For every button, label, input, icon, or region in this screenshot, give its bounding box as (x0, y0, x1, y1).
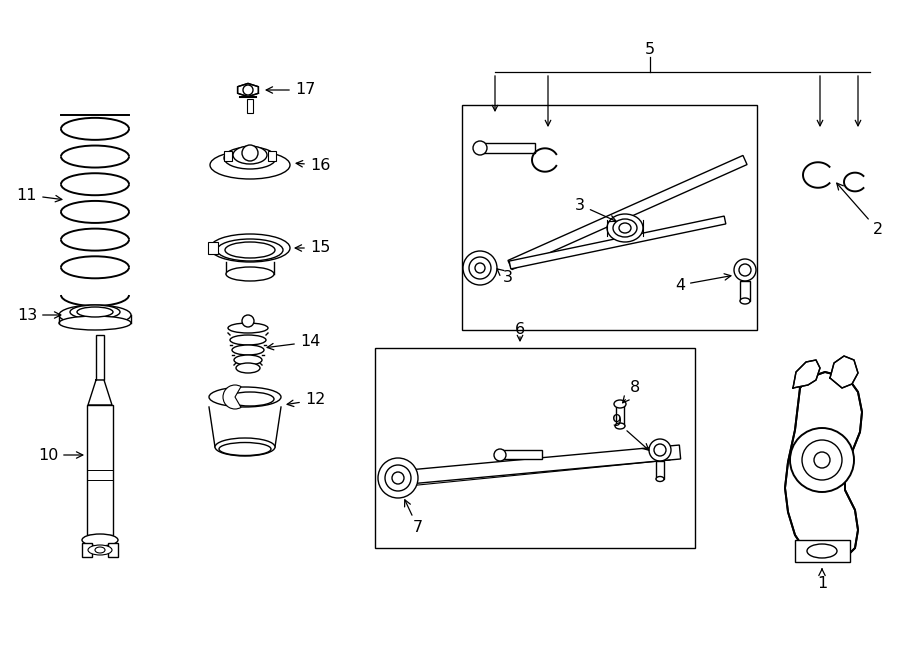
Ellipse shape (233, 146, 267, 164)
Ellipse shape (77, 307, 113, 317)
Ellipse shape (392, 472, 404, 484)
Ellipse shape (224, 147, 276, 169)
Text: 8: 8 (623, 381, 640, 403)
Text: 15: 15 (295, 241, 330, 256)
Text: 11: 11 (17, 188, 62, 202)
Ellipse shape (88, 545, 112, 555)
Text: 2: 2 (837, 183, 883, 237)
Text: 12: 12 (287, 393, 325, 407)
Bar (224, 151, 232, 161)
Text: 1: 1 (817, 569, 827, 590)
Ellipse shape (607, 214, 643, 242)
Bar (108, 543, 118, 557)
Bar (268, 151, 276, 161)
Polygon shape (238, 83, 258, 97)
Ellipse shape (209, 387, 281, 407)
Text: 7: 7 (405, 500, 423, 535)
Text: 3: 3 (575, 198, 616, 221)
Ellipse shape (234, 355, 262, 365)
Bar (82, 543, 92, 557)
Ellipse shape (210, 151, 290, 179)
Ellipse shape (654, 444, 666, 456)
Polygon shape (509, 216, 725, 269)
Bar (247, 99, 253, 113)
Bar (208, 242, 218, 254)
Ellipse shape (59, 305, 131, 325)
Ellipse shape (70, 305, 120, 319)
Text: 5: 5 (645, 42, 655, 58)
Ellipse shape (613, 219, 637, 237)
Ellipse shape (230, 335, 266, 345)
Circle shape (802, 440, 842, 480)
Ellipse shape (809, 168, 827, 182)
Ellipse shape (656, 477, 664, 481)
Bar (656, 461, 664, 479)
Wedge shape (223, 385, 241, 409)
Bar (616, 404, 624, 426)
Ellipse shape (469, 257, 491, 279)
Polygon shape (830, 356, 858, 388)
Ellipse shape (475, 263, 485, 273)
Bar (795, 540, 850, 562)
Circle shape (242, 145, 258, 161)
Ellipse shape (95, 547, 105, 553)
Text: 10: 10 (38, 447, 83, 463)
Ellipse shape (494, 449, 506, 461)
Circle shape (790, 428, 854, 492)
Ellipse shape (739, 264, 751, 276)
Ellipse shape (210, 234, 290, 262)
Ellipse shape (619, 223, 631, 233)
Ellipse shape (226, 267, 274, 281)
Ellipse shape (649, 439, 671, 461)
Circle shape (814, 452, 830, 468)
Ellipse shape (734, 259, 756, 281)
Ellipse shape (225, 242, 275, 258)
Ellipse shape (463, 251, 497, 285)
Bar (87, 405, 113, 535)
Ellipse shape (228, 323, 268, 333)
Ellipse shape (59, 316, 131, 330)
Ellipse shape (236, 363, 260, 373)
Ellipse shape (378, 458, 418, 498)
Bar (500, 450, 542, 459)
Text: 17: 17 (266, 83, 315, 98)
Ellipse shape (226, 392, 274, 406)
Text: 13: 13 (17, 307, 61, 323)
Ellipse shape (232, 345, 264, 355)
Text: 4: 4 (675, 274, 731, 293)
Text: 9: 9 (612, 414, 649, 450)
Polygon shape (793, 360, 820, 388)
Ellipse shape (219, 442, 271, 455)
Ellipse shape (537, 152, 553, 168)
Polygon shape (398, 445, 680, 485)
Ellipse shape (615, 423, 625, 429)
Ellipse shape (848, 176, 862, 188)
Ellipse shape (473, 141, 487, 155)
Bar (375, 348, 695, 548)
Ellipse shape (740, 298, 750, 304)
Text: 6: 6 (515, 323, 525, 338)
Polygon shape (88, 380, 112, 405)
Ellipse shape (217, 239, 283, 261)
Bar (96, 335, 104, 380)
Ellipse shape (614, 400, 626, 408)
Text: 14: 14 (267, 334, 320, 350)
Ellipse shape (807, 544, 837, 558)
Text: 16: 16 (296, 157, 330, 173)
Ellipse shape (385, 465, 411, 491)
Polygon shape (508, 155, 747, 270)
Circle shape (243, 85, 253, 95)
Bar (462, 105, 757, 330)
Ellipse shape (215, 438, 275, 456)
Bar (740, 281, 750, 301)
Polygon shape (785, 372, 862, 562)
Bar (480, 143, 535, 153)
Circle shape (242, 315, 254, 327)
Text: 3: 3 (497, 269, 513, 286)
Ellipse shape (82, 534, 118, 546)
